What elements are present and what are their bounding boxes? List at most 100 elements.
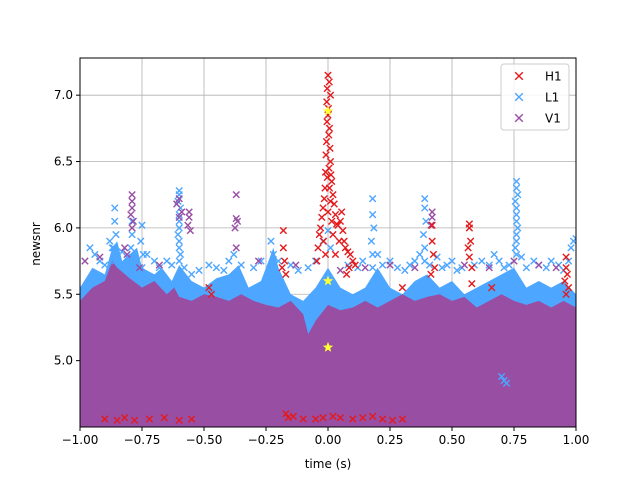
x-tick-label: 1.00 [563, 433, 590, 447]
data-point-V1 [175, 195, 183, 203]
data-point-L1 [433, 253, 441, 261]
data-point-H1 [346, 250, 355, 259]
data-point-L1 [572, 234, 576, 243]
data-point-V1 [128, 197, 136, 206]
data-point-H1 [465, 224, 474, 232]
data-point-L1 [564, 257, 573, 265]
data-point-L1 [205, 261, 213, 269]
data-point-H1 [337, 208, 346, 216]
x-tick-label: −0.25 [248, 433, 285, 447]
data-point-H1 [120, 414, 129, 422]
data-point-V1 [411, 264, 419, 272]
data-point-H1 [466, 237, 475, 245]
data-point-V1 [336, 266, 345, 275]
data-point-H1 [342, 270, 351, 279]
data-point-L1 [106, 237, 114, 245]
data-point-H1 [326, 197, 335, 206]
data-point-L1 [176, 250, 185, 259]
data-point-V1 [428, 213, 436, 221]
data-point-L1 [138, 264, 146, 272]
data-point-L1 [490, 250, 498, 259]
data-point-H1 [282, 410, 290, 418]
data-point-H1 [561, 277, 569, 285]
data-point-H1 [323, 98, 331, 106]
data-point-H1 [336, 414, 345, 422]
legend-marker-L1 [514, 92, 524, 102]
data-point-H1 [311, 415, 320, 423]
x-tick-label: 0.50 [439, 433, 466, 447]
x-tick-label: 0.25 [377, 433, 404, 447]
data-point-V1 [232, 244, 240, 252]
y-tick-label: 5.5 [54, 287, 73, 301]
data-point-L1 [500, 264, 508, 272]
data-point-L1 [495, 257, 503, 265]
data-point-L1 [180, 264, 188, 272]
data-point-L1 [514, 224, 522, 232]
data-point-H1 [278, 264, 286, 272]
data-point-H1 [428, 221, 436, 229]
data-point-L1 [421, 244, 429, 252]
plot-area [79, 58, 577, 427]
data-point-H1 [205, 283, 213, 292]
data-point-L1 [187, 270, 196, 279]
data-point-H1 [322, 151, 330, 159]
data-point-H1 [341, 244, 350, 252]
data-point-H1 [145, 415, 154, 423]
data-point-L1 [138, 221, 146, 229]
data-point-H1 [318, 213, 326, 221]
data-point-V1 [232, 191, 240, 199]
data-point-H1 [562, 264, 570, 272]
data-point-L1 [155, 264, 164, 272]
data-point-L1 [416, 250, 424, 259]
data-point-L1 [168, 261, 176, 269]
data-point-H1 [175, 416, 183, 425]
legend: H1 L1 V1 [500, 63, 570, 131]
data-point-L1 [174, 230, 182, 239]
legend-marker-V1 [514, 113, 524, 123]
data-point-H1 [464, 244, 472, 252]
y-tick-label: 7.0 [54, 88, 73, 102]
data-point-L1 [522, 264, 531, 272]
data-point-V1 [120, 244, 129, 252]
data-point-H1 [326, 144, 334, 152]
data-point-L1 [368, 210, 377, 219]
data-point-V1 [128, 191, 136, 199]
data-point-H1 [329, 191, 337, 199]
data-point-L1 [512, 237, 521, 245]
data-point-V1 [129, 217, 138, 225]
data-point-H1 [562, 290, 570, 298]
data-point-V1 [233, 217, 242, 225]
data-point-L1 [311, 257, 320, 265]
data-point-H1 [359, 414, 367, 422]
data-point-V1 [535, 261, 543, 269]
data-point-H1 [325, 124, 334, 133]
data-point-H1 [325, 78, 333, 86]
data-point-H1 [368, 412, 377, 421]
data-point-H1 [299, 415, 307, 423]
data-point-V1 [123, 250, 131, 259]
data-point-L1 [421, 204, 429, 212]
data-point-L1 [497, 372, 506, 381]
data-point-L1 [359, 257, 367, 265]
data-point-L1 [101, 261, 109, 269]
data-point-H1 [324, 208, 332, 216]
data-point-H1 [330, 200, 338, 208]
data-point-L1 [109, 244, 118, 252]
data-point-H1 [563, 270, 572, 279]
data-point-H1 [315, 230, 324, 239]
data-point-H1 [160, 414, 169, 422]
data-point-H1 [326, 91, 335, 99]
data-point-H1 [331, 250, 340, 259]
data-point-H1 [562, 253, 570, 261]
y-tick-label: 6.0 [54, 221, 73, 235]
data-point-V1 [173, 200, 181, 208]
data-point-L1 [419, 230, 428, 239]
data-point-H1 [331, 210, 340, 219]
data-point-H1 [130, 416, 139, 425]
data-point-L1 [91, 250, 99, 259]
data-point-L1 [411, 257, 419, 265]
data-point-L1 [175, 224, 183, 232]
data-point-L1 [175, 244, 183, 252]
data-point-V1 [552, 264, 560, 272]
data-point-L1 [111, 257, 119, 265]
